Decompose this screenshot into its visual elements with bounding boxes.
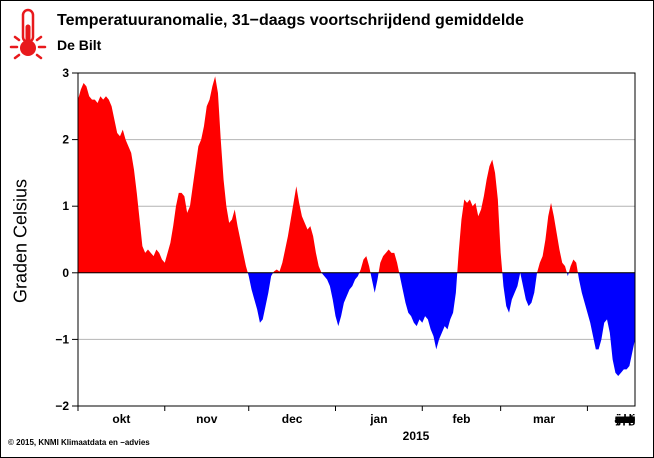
y-tick-label: 2 [62, 133, 69, 147]
x-tick-label: jul [617, 412, 632, 426]
x-axis-year-label: 2015 [402, 429, 430, 443]
x-tick-label: jan [369, 412, 387, 426]
x-tick-label: dec [282, 412, 303, 426]
warm-anomaly-area [273, 186, 322, 273]
cold-anomaly-area [370, 272, 379, 293]
cold-anomaly-area [502, 272, 521, 313]
copyright-credit: © 2015, KNMI Klimaatdata en −advies [8, 438, 150, 447]
x-tick-label: feb [452, 412, 470, 426]
cold-anomaly-area [520, 272, 538, 307]
x-tick-label: mei [615, 412, 636, 426]
y-tick-label: 1 [62, 199, 69, 213]
warm-anomaly-area [78, 76, 248, 273]
cold-anomaly-area [247, 272, 274, 323]
x-tick-label: mar [533, 412, 555, 426]
thermometer-icon [5, 7, 51, 68]
x-tick-label: apr [616, 412, 635, 426]
x-tick-label: okt [112, 412, 130, 426]
x-tick-label: jun [615, 412, 634, 426]
x-tick-label: sep [615, 412, 636, 426]
cold-anomaly-area [577, 272, 635, 377]
y-tick-label: −2 [55, 399, 69, 413]
warm-anomaly-area [359, 256, 371, 273]
warm-anomaly-area [378, 249, 400, 273]
warm-anomaly-area [537, 202, 567, 273]
cold-anomaly-area [321, 272, 360, 327]
y-tick-label: −1 [55, 332, 69, 346]
warm-anomaly-area [457, 159, 503, 273]
cold-anomaly-area [566, 272, 569, 277]
x-tick-label: okt [616, 412, 634, 426]
chart-subtitle: De Bilt [57, 37, 102, 53]
x-tick-label: nov [196, 412, 218, 426]
y-tick-label: 3 [62, 66, 69, 80]
y-tick-label: 0 [62, 266, 69, 280]
chart-title: Temperatuuranomalie, 31−daags voortschri… [57, 12, 524, 29]
plot-area-border [77, 72, 636, 407]
cold-anomaly-area [399, 272, 458, 350]
warm-anomaly-area [568, 259, 578, 273]
x-tick-label: aug [614, 412, 635, 426]
